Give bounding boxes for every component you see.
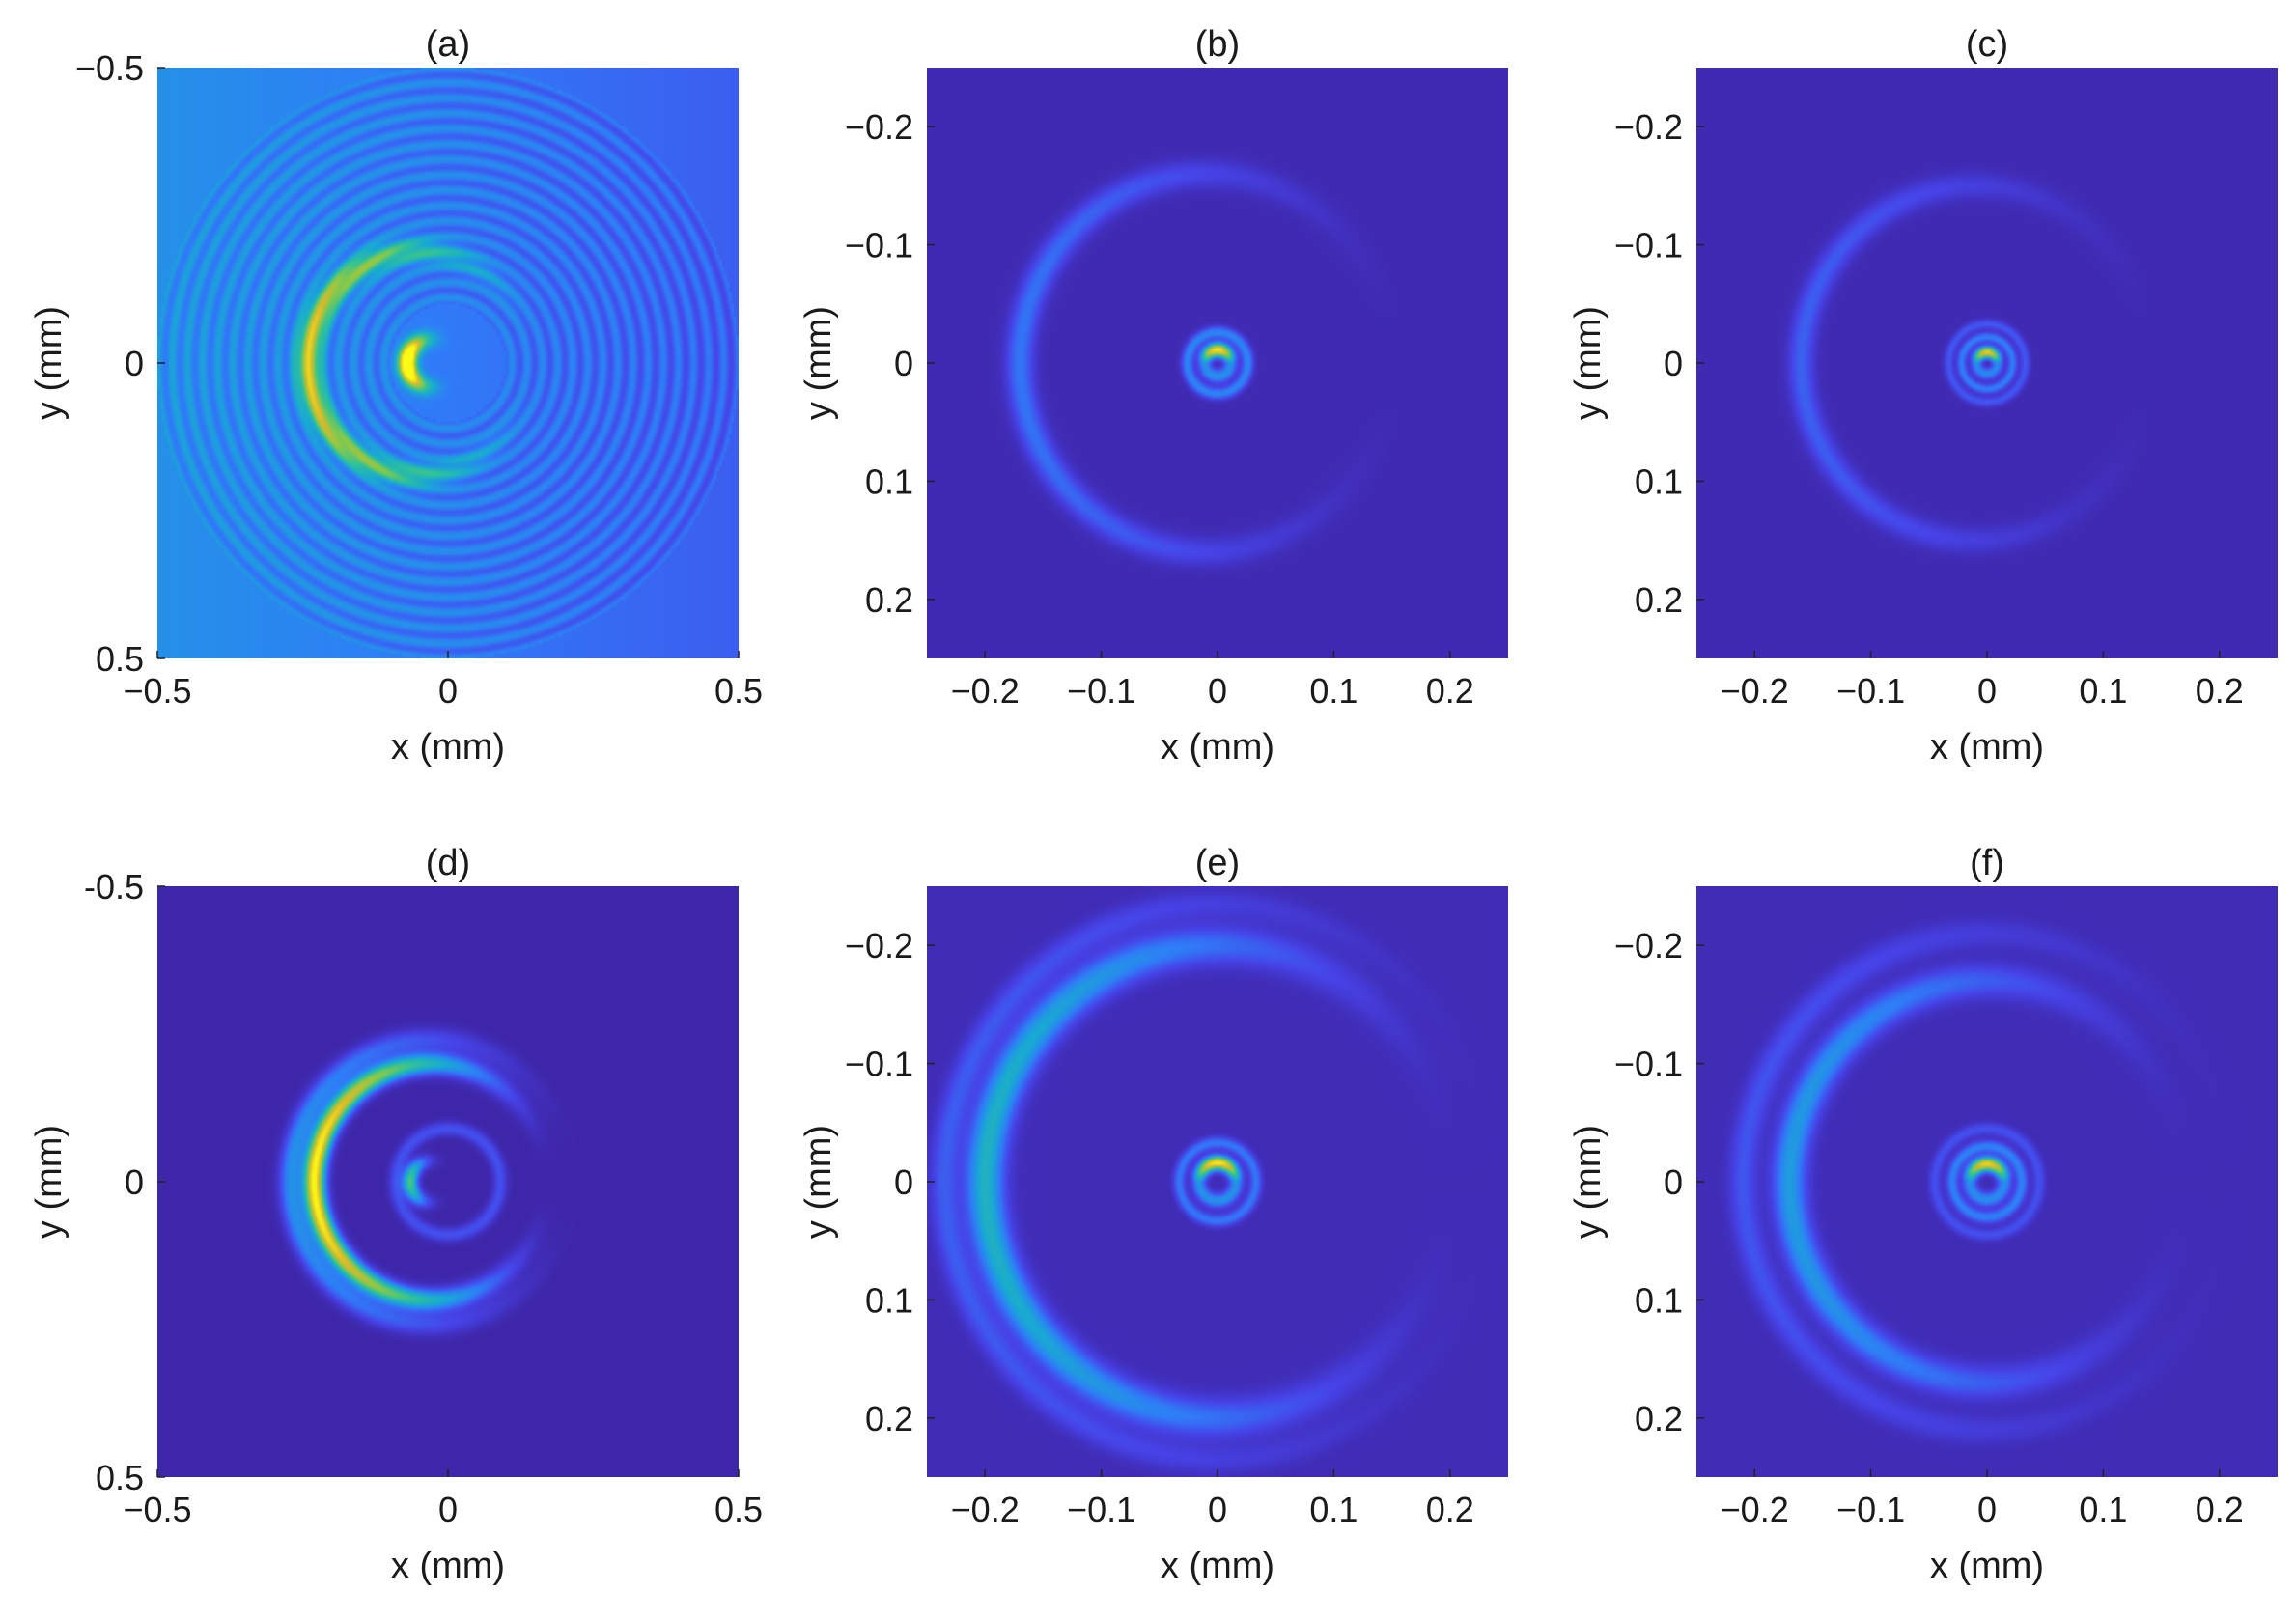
panel-title: (c) (1966, 24, 2008, 65)
x-tick-label: 0.1 (1309, 671, 1358, 711)
y-tick-label: 0.1 (1635, 461, 1683, 501)
y-tick-label: −0.1 (845, 226, 913, 266)
panel-f: (f) −0.2 −0.1 0 0.1 0.2 −0.2 −0.1 0 0.1 0.2 x (mm) y… (1568, 843, 2278, 1586)
heatmap-image (157, 68, 739, 658)
y-tick-label: 0 (125, 344, 144, 383)
y-tick-label: −0.1 (1614, 226, 1683, 266)
panel-c: (c) −0.2 −0.1 0 0.1 0.2 −0.2 −0.1 0 0.1 0.2 x (mm) y… (1568, 24, 2278, 768)
y-axis-label: y (mm) (798, 1125, 839, 1239)
panel-title: (e) (1195, 843, 1240, 883)
x-axis-label: x (mm) (1161, 727, 1274, 768)
panel-title: (a) (426, 24, 470, 65)
y-tick-label: −0.2 (845, 107, 913, 147)
heatmap-image (1696, 886, 2278, 1477)
panel-title: (f) (1970, 843, 2004, 883)
panel-title: (d) (426, 843, 470, 883)
y-tick-label: -0.5 (84, 867, 144, 907)
heatmap-image (157, 886, 739, 1477)
y-tick-label: 0.2 (865, 1399, 913, 1439)
x-tick-label: 0 (1977, 671, 1997, 711)
y-tick-label: 0 (1664, 344, 1683, 383)
x-tick-label: −0.2 (951, 1490, 1020, 1529)
y-tick-label: −0.1 (1614, 1045, 1683, 1084)
x-tick-label: 0.1 (2079, 1490, 2127, 1529)
x-tick-label: 0 (438, 671, 458, 711)
heatmap-image (927, 68, 1508, 658)
x-tick-label: 0 (1208, 1490, 1227, 1529)
x-tick-label: −0.2 (951, 671, 1020, 711)
y-tick-label: 0 (1664, 1162, 1683, 1202)
x-tick-label: 0.1 (1309, 1490, 1358, 1529)
panel-b: (b) −0.2 −0.1 0 0.1 0.2 −0.2 −0.1 0 0.1 0.2 x (mm) y… (798, 24, 1508, 768)
y-tick-label: −0.2 (1614, 926, 1683, 965)
x-tick-label: −0.5 (123, 671, 191, 711)
y-tick-label: −0.2 (1614, 107, 1683, 147)
x-tick-label: −0.1 (1067, 671, 1135, 711)
x-tick-label: −0.1 (1067, 1490, 1135, 1529)
heatmap-image (1696, 68, 2278, 658)
panel-title: (b) (1195, 24, 1240, 65)
x-tick-label: −0.1 (1836, 671, 1905, 711)
y-tick-label: 0.5 (96, 1458, 144, 1497)
x-tick-label: −0.2 (1721, 1490, 1789, 1529)
x-tick-label: 0.1 (2079, 671, 2127, 711)
y-axis-label: y (mm) (1568, 306, 1609, 420)
y-tick-label: 0.2 (1635, 580, 1683, 620)
y-tick-label: 0 (894, 1162, 913, 1202)
y-tick-label: 0.1 (865, 461, 913, 501)
x-tick-label: −0.5 (123, 1490, 191, 1529)
x-tick-label: −0.1 (1836, 1490, 1905, 1529)
x-axis-label: x (mm) (391, 727, 505, 768)
x-tick-label: −0.2 (1721, 671, 1789, 711)
panel-a: (a)−0.5 0 0.5−0.500.5x (mm)y (mm) (29, 24, 763, 768)
x-axis-label: x (mm) (1930, 1546, 2044, 1586)
y-tick-label: 0.5 (96, 639, 144, 679)
y-tick-label: 0.2 (1635, 1399, 1683, 1439)
y-tick-label: 0 (894, 344, 913, 383)
panel-d: (d) −0.5 0 0.5 -0.5 0 0.5 x (mm) y (mm) (29, 843, 763, 1586)
x-tick-label: 0.2 (2196, 1490, 2244, 1529)
x-tick-label: 0 (1208, 671, 1227, 711)
y-tick-label: 0.1 (1635, 1280, 1683, 1320)
x-tick-label: 0.2 (2196, 671, 2244, 711)
x-tick-label: 0.2 (1426, 671, 1474, 711)
y-tick-label: 0.2 (865, 580, 913, 620)
y-tick-label: 0.1 (865, 1280, 913, 1320)
x-tick-label: 0.5 (714, 671, 763, 711)
x-tick-label: 0.5 (714, 1490, 763, 1529)
y-tick-label: 0 (125, 1162, 144, 1202)
x-axis-label: x (mm) (391, 1546, 505, 1586)
y-tick-label: −0.2 (845, 926, 913, 965)
x-axis-label: x (mm) (1161, 1546, 1274, 1586)
x-axis-label: x (mm) (1930, 727, 2044, 768)
y-axis-label: y (mm) (29, 306, 70, 420)
y-tick-label: −0.5 (75, 48, 144, 88)
x-tick-label: 0 (1977, 1490, 1997, 1529)
x-tick-label: 0.2 (1426, 1490, 1474, 1529)
panel-e: (e) −0.2 −0.1 0 0.1 0.2 −0.2 −0.1 0 0.1 0.2 x (mm) y… (798, 843, 1508, 1586)
heatmap-image (927, 886, 1508, 1477)
y-tick-label: −0.1 (845, 1045, 913, 1084)
y-axis-label: y (mm) (1568, 1125, 1609, 1239)
x-tick-label: 0 (438, 1490, 458, 1529)
y-axis-label: y (mm) (29, 1125, 70, 1239)
y-axis-label: y (mm) (798, 306, 839, 420)
